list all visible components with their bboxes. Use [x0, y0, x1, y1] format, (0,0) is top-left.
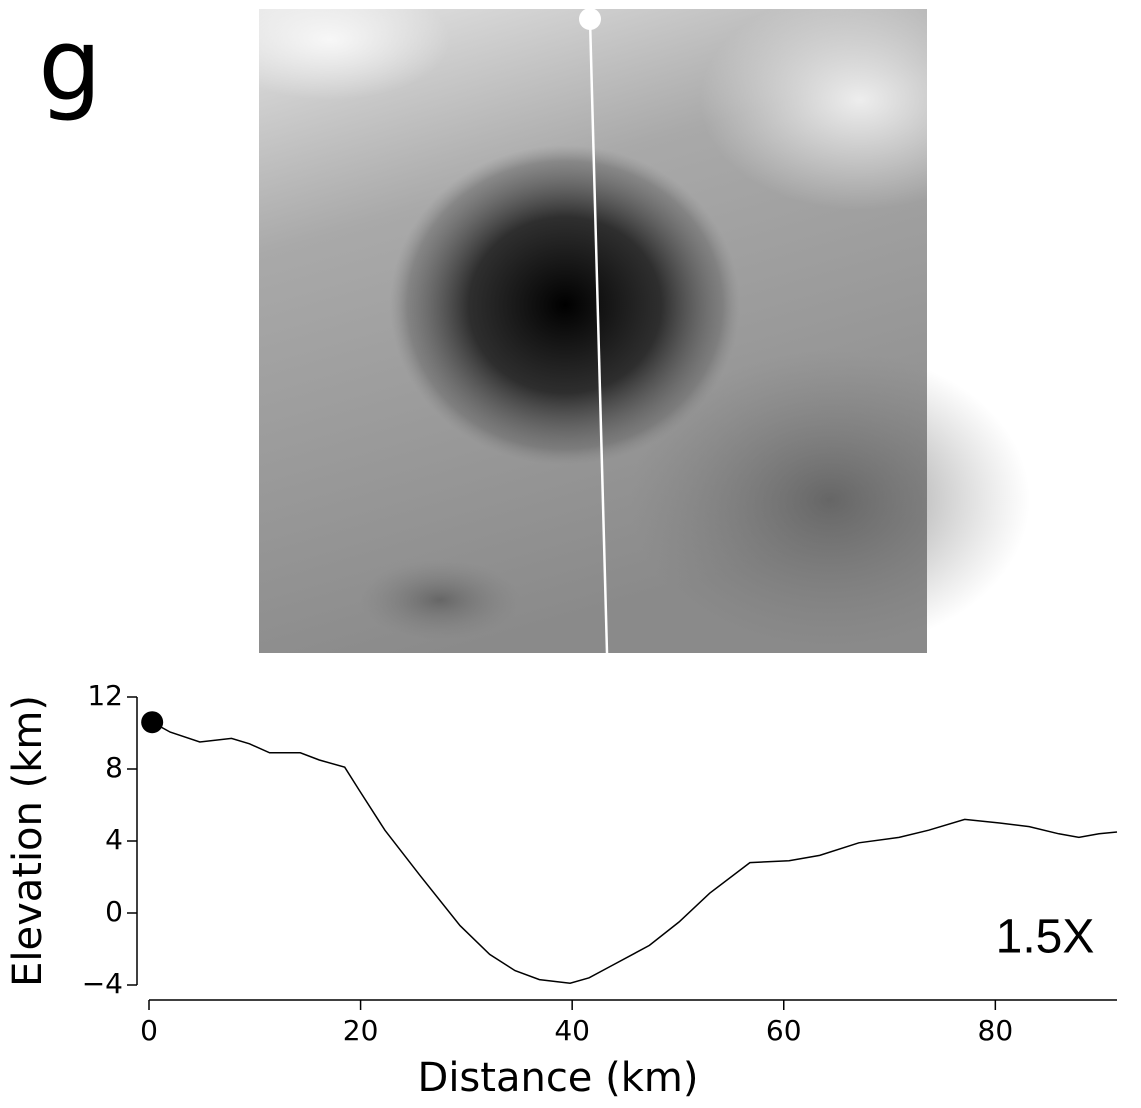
x-tick-label: 40 [554, 1014, 590, 1047]
x-axis-label: Distance (km) [418, 1055, 699, 1101]
x-tick-label: 0 [140, 1014, 158, 1047]
y-tick-label: 0 [105, 895, 123, 928]
annotation: 1.5X [996, 911, 1095, 964]
y-tick-label: −4 [82, 967, 123, 1000]
profile-line [151, 721, 1118, 984]
elevation-map [210, 0, 1030, 654]
y-tick-label: 4 [105, 823, 123, 856]
x-tick-label: 80 [978, 1014, 1014, 1047]
x-tick-label: 20 [343, 1014, 379, 1047]
profile-plot: −4 0 4 8 12 0 20 40 60 80 Distance (km) Elevation (… [5, 679, 1118, 1101]
x-tick-label: 60 [766, 1014, 802, 1047]
start-marker [141, 711, 164, 734]
panel-label: g [38, 6, 101, 123]
y-tick-label: 8 [105, 751, 123, 784]
y-axis-label: Elevation (km) [5, 695, 51, 987]
y-tick-label: 12 [87, 679, 123, 712]
